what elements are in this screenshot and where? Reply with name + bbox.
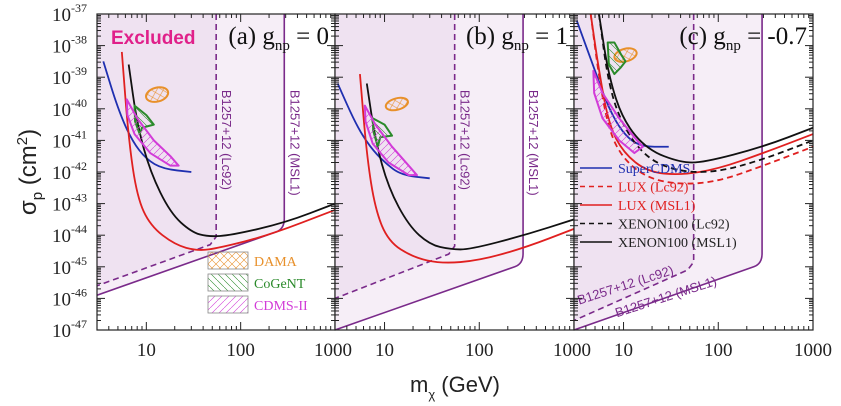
y-tick-label: 10-44 (52, 222, 87, 247)
y-tick-label: 10-37 (52, 1, 87, 26)
panel-label-b: (b) gnp = 1 (466, 23, 568, 54)
y-tick-label: 10-47 (52, 317, 87, 342)
legend-label-dama: DAMA (254, 255, 298, 270)
x-tick-label: 10 (137, 340, 156, 361)
legend-label-xenon100-lc92-: XENON100 (Lc92) (618, 218, 730, 233)
series-lux-msl1- (589, 14, 813, 175)
y-tick-label: 10-46 (52, 285, 87, 310)
panel-plot-area (335, 14, 574, 330)
y-tick-label: 10-41 (52, 127, 87, 152)
y-tick-label: 10-40 (52, 96, 87, 121)
legend-swatch-cogent (207, 273, 249, 292)
series-lux-msl1- (120, 51, 335, 251)
bound-line-lc92 (574, 14, 695, 322)
panel-plot-area (97, 14, 335, 296)
x-tick-label: 10 (614, 340, 633, 361)
panel-label-a: (a) gnp = 0 (228, 23, 329, 54)
panel-c: B1257+12 (Lc92)B1257+12 (MSL1)10 100 1000(… (573, 13, 832, 361)
x-tick-label: 1000 (314, 340, 352, 361)
bound-line-lc92 (335, 14, 456, 300)
legend-swatch-dama (207, 251, 249, 270)
contour-cdms-ii (125, 98, 180, 167)
bound-line-lc92 (97, 14, 217, 287)
contour-cogent (606, 41, 627, 76)
x-tick-label: 1000 (794, 340, 832, 361)
panel-label-c: (c) gnp = -0.7 (679, 23, 807, 54)
bound-line-msl1 (574, 14, 763, 330)
x-tick-label: 10 (375, 340, 394, 361)
x-tick-label: 1000 (553, 340, 591, 361)
contour-dama (384, 96, 409, 112)
panel-b: B1257+12 (Lc92) B1257+12 (MSL1) 10 100 1000 (… (334, 13, 591, 361)
series-xenon100-msl1- (598, 14, 813, 164)
legend-label-cogent: CoGeNT (254, 277, 306, 292)
contour-cdms-ii (363, 104, 418, 177)
y-tick-label: 10-38 (52, 33, 87, 58)
bound-label-lc92: B1257+12 (Lc92) (219, 90, 234, 190)
legend-label-xenon100-msl1-: XENON100 (MSL1) (618, 236, 737, 251)
y-tick-label: 10-39 (52, 64, 87, 89)
bound-label-msl1: B1257+12 (MSL1) (526, 90, 541, 196)
contour-cdms-ii (592, 69, 644, 155)
x-tick-label: 100 (465, 340, 494, 361)
series-supercdms (102, 61, 192, 173)
y-axis-label: σp (cm2) (14, 129, 46, 215)
series-supercdms (336, 83, 430, 180)
excluded-label: Excluded (111, 28, 195, 49)
x-axis-label: mχ (GeV) (410, 372, 500, 402)
bound-line-msl1 (335, 14, 524, 330)
legend-label-lux-msl1-: LUX (MSL1) (618, 199, 696, 214)
bound-label-msl1: B1257+12 (MSL1) (287, 90, 302, 196)
y-tick-label: 10-42 (52, 159, 87, 184)
x-tick-label: 100 (226, 340, 255, 361)
contour-dama (144, 86, 170, 103)
y-tick-label: 10-43 (52, 191, 87, 216)
legend-label-cdms-ii: CDMS-II (254, 299, 308, 314)
legend-label-lux-lc92-: LUX (Lc92) (618, 181, 689, 196)
series-lux-msl1- (359, 73, 574, 264)
y-tick-label: 10-45 (52, 254, 87, 279)
legend-swatch-cdms-ii (207, 295, 249, 314)
x-tick-label: 100 (704, 340, 733, 361)
legend-label-supercdms: SuperCDMS (618, 162, 690, 177)
series-xenon100-lc92- (598, 14, 813, 173)
panel-a: B1257+12 (Lc92) B1257+12 (MSL1) 10 100 1000 (… (96, 13, 352, 361)
panel-plot-area (574, 14, 813, 330)
bound-label-lc92: B1257+12 (Lc92) (458, 90, 473, 190)
